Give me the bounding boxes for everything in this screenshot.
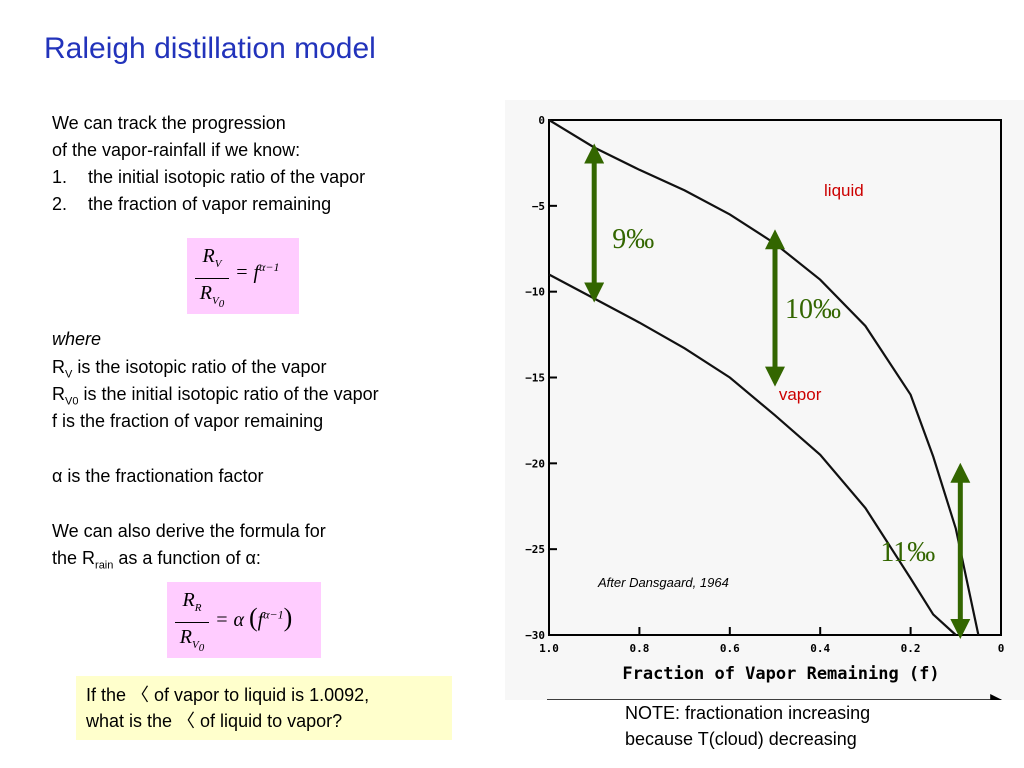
x-tick-label: 0.8 <box>629 642 649 655</box>
where-label: where <box>52 329 102 349</box>
paren-right: ) <box>283 603 293 632</box>
series-line-liquid <box>548 119 980 636</box>
list-item-number-1: 1. <box>52 167 68 187</box>
formula-rain-denominator-subsub: 0 <box>198 642 205 655</box>
formula-denominator-sub: V <box>211 295 219 307</box>
y-tick-label: −30 <box>525 629 545 642</box>
difference-label: 10‰ <box>785 294 841 325</box>
formula-rain-denominator: R <box>179 626 192 648</box>
y-tick-label: −25 <box>525 543 545 556</box>
formula-ratio-box: RV RV0 = fα−1 <box>187 238 299 314</box>
chart-container: 1.0 0.8 0.6 0.4 0.2 0 0 −5 −10 −15 −20 −25 −30 Fracti… <box>468 100 1024 706</box>
series-line-vapor <box>548 273 957 636</box>
x-tick-label: 0.6 <box>720 642 740 655</box>
list-item-text-2: the fraction of vapor remaining <box>88 194 332 214</box>
formula-rain-numerator-sub: R <box>194 602 202 614</box>
intro-line-2: of the vapor-rainfall if we know: <box>52 140 301 160</box>
fraction-bar <box>195 278 229 279</box>
formula-rain-rhs: = α <box>215 609 244 631</box>
formula-rain-denominator-sub: V <box>191 639 199 651</box>
y-tick-label: −5 <box>532 200 545 213</box>
difference-label: 11‰ <box>880 537 935 568</box>
question-line-1: If the 〈 of vapor to liquid is 1.0092, <box>86 685 370 705</box>
paren-left: ( <box>249 603 258 632</box>
formula-rain-box: RR RV0 = α (fα−1) <box>167 582 321 658</box>
formula-numerator: R <box>202 245 215 267</box>
formula-rain-numerator: R <box>182 589 195 611</box>
page-title: Raleigh distillation model <box>44 32 376 65</box>
list-item-text-1: the initial isotopic ratio of the vapor <box>88 167 366 187</box>
note-line-1: NOTE: fractionation increasing <box>625 703 871 723</box>
definition-alpha: α is the fractionation factor <box>52 466 264 486</box>
citation-text: After Dansgaard, 1964 <box>598 575 729 590</box>
x-tick-label: 0 <box>998 642 1005 655</box>
derive-line-1: We can also derive the formula for <box>52 521 326 541</box>
formula-rain-exponent: α−1 <box>263 607 284 622</box>
question-line-2: what is the 〈 of liquid to vapor? <box>86 711 343 731</box>
difference-label: 9‰ <box>612 224 654 255</box>
note-line-2: because T(cloud) decreasing <box>625 729 857 749</box>
x-tick-label: 1.0 <box>539 642 559 655</box>
formula-rhs: = f <box>235 261 260 284</box>
formula-rain-fraction: RR RV0 <box>175 588 209 660</box>
y-tick-label: −20 <box>525 457 545 470</box>
list-item-number-2: 2. <box>52 194 68 214</box>
x-axis-label: Fraction of Vapor Remaining (f) <box>622 664 939 684</box>
formula-numerator-sub: V <box>214 258 222 270</box>
series-label-vapor: vapor <box>779 385 822 404</box>
y-tick-label: −10 <box>525 286 545 299</box>
derive-line-2: the Rrain as a function of α: <box>52 548 261 572</box>
fraction-bar <box>175 622 209 623</box>
definition-rv: RV is the isotopic ratio of the vapor <box>52 357 327 381</box>
formula-exponent: α−1 <box>259 260 280 274</box>
y-tick-label: −15 <box>525 372 545 385</box>
x-tick-label: 0.2 <box>901 642 921 655</box>
definition-f: f is the fractio­n of vapor remaining <box>52 411 324 431</box>
intro-line-1: We can track the progression <box>52 113 286 133</box>
x-tick-label: 0.4 <box>810 642 830 655</box>
question-box: If the 〈 of vapor to liquid is 1.0092, w… <box>76 676 452 740</box>
formula-fraction: RV RV0 <box>195 244 229 316</box>
formula-denominator-subsub: 0 <box>218 298 225 311</box>
chart-svg: 1.0 0.8 0.6 0.4 0.2 0 0 −5 −10 −15 −20 −25 −30 Fracti… <box>468 100 1024 706</box>
definition-rv0: RV0 is the initial isotopic ratio of the… <box>52 384 379 408</box>
y-tick-label: 0 <box>538 114 545 127</box>
formula-denominator: R <box>199 282 212 304</box>
formula-rain-f: f <box>257 609 264 631</box>
series-label-liquid: liquid <box>824 181 864 200</box>
